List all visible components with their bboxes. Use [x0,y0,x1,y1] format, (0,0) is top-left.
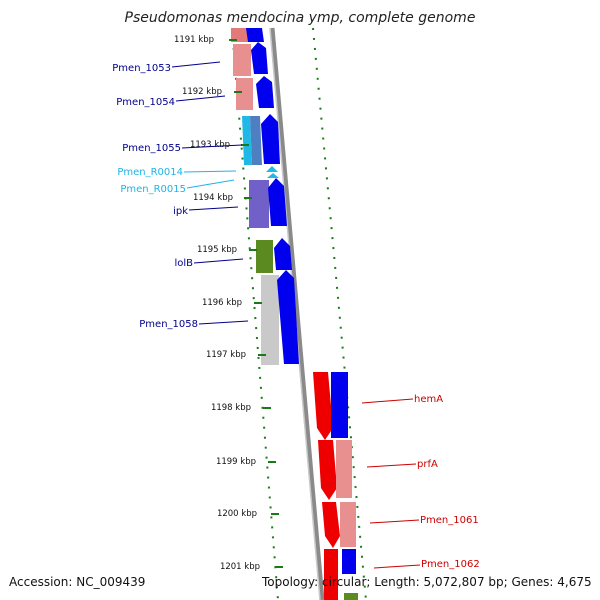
gene-label: ipk [173,206,188,217]
tick-label: 1194 kbp [193,193,233,203]
gene-block [261,275,279,365]
gene-arrow [256,76,274,108]
gene-block [342,549,356,574]
gene-arrow [266,166,278,172]
gene-arrow [251,42,268,74]
topology-text: Topology: circular; Length: 5,072,807 bp… [262,575,592,589]
tick-label: 1193 kbp [190,140,230,150]
backbone [269,27,325,600]
figure-title: Pseudomonas mendocina ymp, complete geno… [124,10,476,26]
lower-left-lane [313,372,340,600]
gene-block [249,180,269,228]
gene-leader-line [186,179,235,189]
gene-leader-line [198,320,249,325]
gene-label: hemA [414,394,443,405]
gene-arrow [318,440,337,500]
gene-leader-line [183,170,237,173]
gene-block [233,44,251,76]
gene-leader-line [171,61,221,68]
tick-label: 1197 kbp [206,350,246,360]
gene-block [250,116,262,165]
gene-leader-line [181,144,243,149]
gene-arrow [267,173,279,178]
tick-label: 1200 kbp [217,509,257,519]
gene-leader-line [175,95,226,102]
tick-label: 1201 kbp [220,562,260,572]
gene-leader-line [373,564,421,569]
tick-label: 1191 kbp [174,35,214,45]
gene-arrow [274,238,292,270]
gene-arrow [268,178,287,226]
gene-labels: Pmen_1053 Pmen_1054 Pmen_1055 Pmen_R0014 Pme… [112,61,480,570]
accession-text: Accession: NC_009439 [9,575,146,589]
kbp-ticks: 1191 kbp 1192 kbp 1193 kbp 1194 kbp 1195 kbp… [174,35,283,572]
gene-label: Pmen_1062 [421,559,480,570]
gene-leader-line [361,398,414,404]
gene-block [336,440,352,498]
tick-label: 1192 kbp [182,87,222,97]
gene-block [231,28,248,42]
gene-label: Pmen_1061 [420,515,479,526]
tick-label: 1198 kbp [211,403,251,413]
gene-arrow [277,270,299,364]
gene-leader-line [369,519,420,524]
right-dot-track [312,27,367,600]
gene-label: lolB [174,258,193,269]
gene-block [340,502,356,547]
gene-label: Pmen_1058 [139,319,198,330]
gene-block [331,372,348,438]
upper-left-lane [231,28,279,365]
gene-leader-line [193,258,244,264]
gene-label: Pmen_R0014 [117,167,183,178]
lower-right-lane [331,372,358,600]
gene-arrow [246,28,264,42]
tick-label: 1196 kbp [202,298,242,308]
gene-arrow [313,372,333,440]
tick-label: 1199 kbp [216,457,256,467]
gene-block [324,549,338,600]
gene-block [242,116,252,165]
gene-block [236,78,253,110]
gene-block [256,240,273,273]
tick-label: 1195 kbp [197,245,237,255]
upper-right-lane [246,28,299,364]
gene-label: Pmen_R0015 [120,184,186,195]
gene-label: Pmen_1055 [122,143,181,154]
gene-leader-line [366,463,417,468]
gene-arrow [322,502,340,548]
gene-label: Pmen_1054 [116,97,175,108]
gene-arrow [261,114,280,164]
gene-label: Pmen_1053 [112,63,171,74]
gene-label: prfA [417,459,438,470]
gene-block [344,593,358,600]
gene-leader-line [188,206,239,211]
